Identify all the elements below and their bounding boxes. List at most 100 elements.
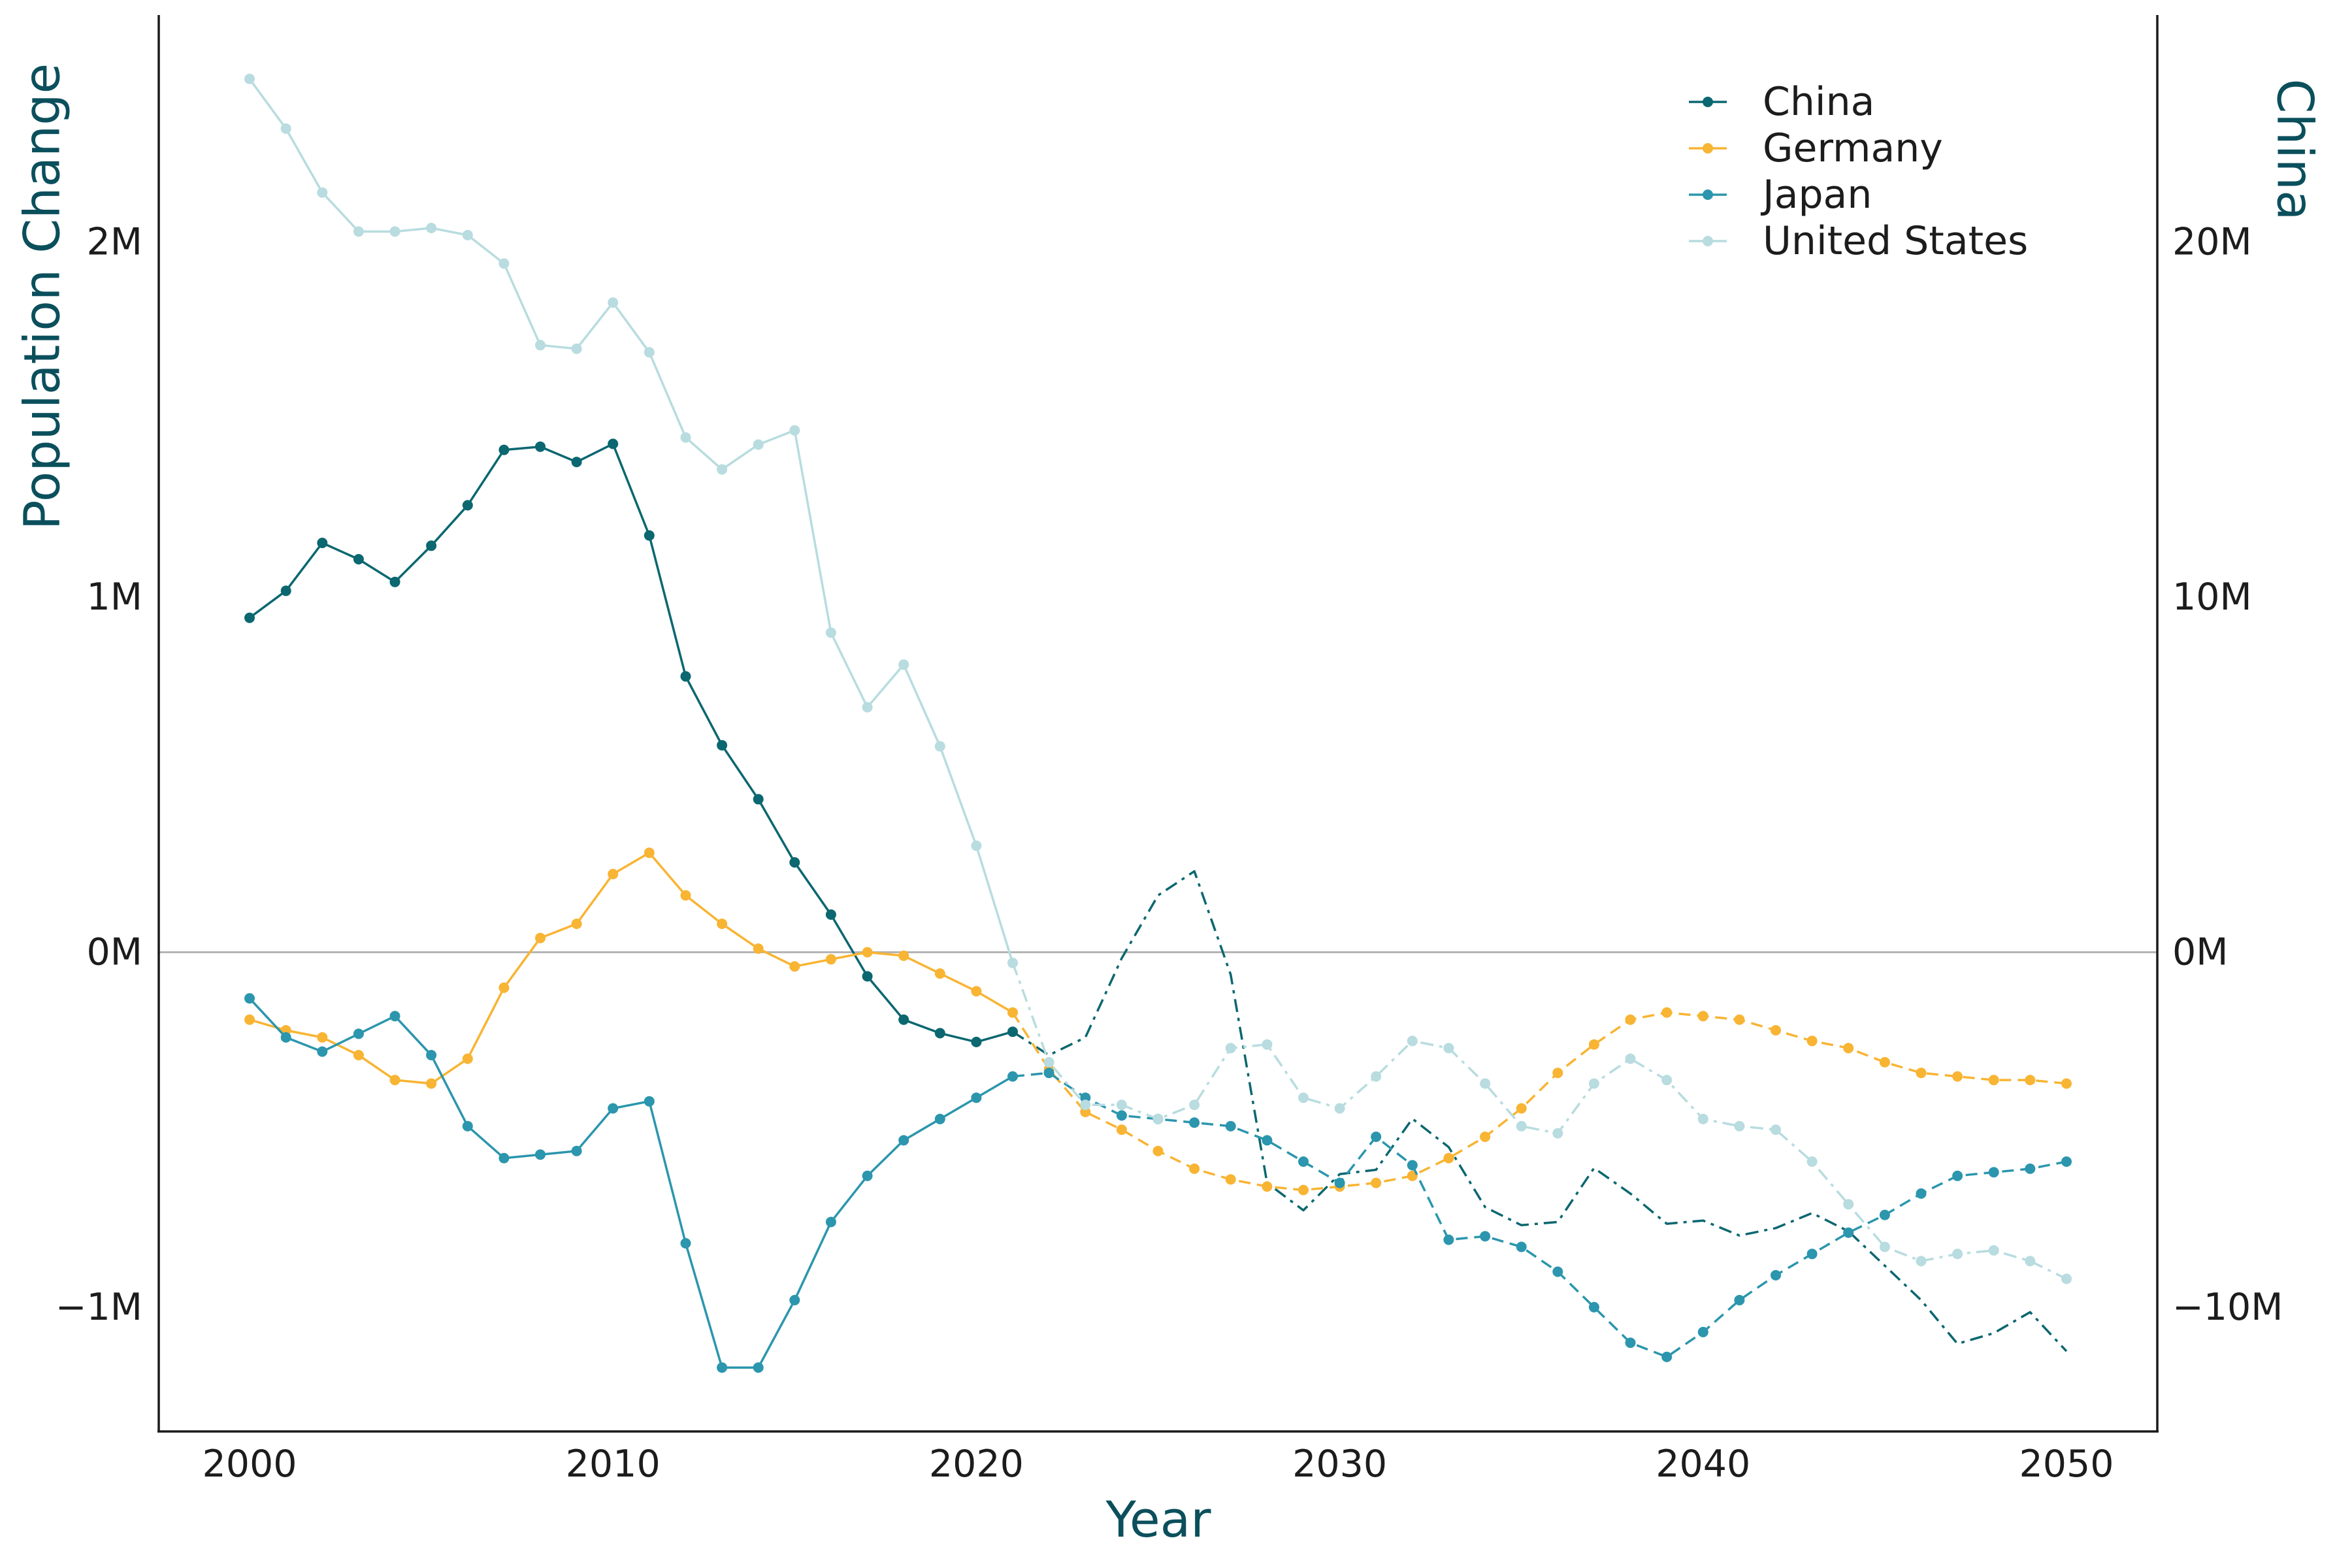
germany-point-2011 [644, 847, 655, 858]
y-tick-label: 2M [87, 221, 142, 264]
japan-point-2047 [1952, 1170, 1963, 1181]
united-states-point-2041 [1734, 1120, 1745, 1132]
japan-point-2050 [2061, 1156, 2072, 1167]
x-tick-label: 2030 [1292, 1443, 1387, 1486]
right-y-axis-tick-labels: −10M 0M 10M 20M [2172, 221, 2283, 1329]
japan-point-2006 [462, 1120, 473, 1132]
y2-tick-label: 20M [2172, 221, 2252, 264]
united-states-point-2004 [389, 226, 400, 237]
japan-point-2038 [1625, 1337, 1636, 1348]
united-states-line-historical [248, 78, 1014, 964]
japan-point-2043 [1806, 1249, 1818, 1260]
united-states-point-2023 [1080, 1100, 1091, 1111]
china-series [244, 438, 2068, 1352]
china-point-2004 [389, 576, 400, 587]
germany-point-2043 [1806, 1036, 1818, 1047]
united-states-point-2008 [535, 340, 546, 351]
japan-point-2040 [1697, 1326, 1708, 1337]
germany-point-2049 [2025, 1075, 2036, 1086]
japan-point-2017 [862, 1170, 873, 1181]
united-states-point-2025 [1152, 1113, 1164, 1124]
germany-point-2041 [1734, 1014, 1745, 1025]
united-states-point-2037 [1588, 1078, 1599, 1089]
united-states-point-2049 [2025, 1256, 2036, 1267]
germany-point-2029 [1298, 1184, 1309, 1196]
x-tick-label: 2000 [202, 1443, 297, 1486]
united-states-point-2002 [317, 187, 328, 198]
y-tick-label: 0M [87, 931, 142, 974]
x-tick-label: 2040 [1656, 1443, 1750, 1486]
legend-item-germany: Germany [1689, 125, 1943, 171]
china-point-2019 [934, 1028, 945, 1039]
y2-tick-label: −10M [2172, 1286, 2283, 1329]
united-states-point-2001 [280, 123, 291, 134]
japan-point-2012 [680, 1238, 691, 1249]
germany-point-2047 [1952, 1071, 1963, 1082]
germany-point-2019 [934, 968, 945, 979]
legend-swatch-marker [1703, 97, 1713, 107]
legend-item-china: China [1689, 79, 1874, 125]
japan-point-2035 [1516, 1241, 1527, 1252]
united-states-point-2014 [753, 439, 764, 450]
united-states-point-2006 [462, 229, 473, 240]
germany-point-2037 [1588, 1039, 1599, 1050]
united-states-point-2010 [608, 297, 619, 308]
legend-label-united-states: United States [1763, 218, 2028, 264]
united-states-point-2013 [717, 464, 728, 475]
united-states-point-2031 [1371, 1071, 1382, 1082]
china-point-2016 [825, 909, 836, 920]
united-states-point-2030 [1334, 1103, 1345, 1114]
united-states-series [244, 73, 2072, 1284]
germany-point-2048 [1988, 1075, 1999, 1086]
germany-point-2035 [1516, 1103, 1527, 1114]
japan-point-2028 [1262, 1135, 1273, 1146]
japan-point-2008 [535, 1149, 546, 1160]
japan-point-2036 [1552, 1266, 1563, 1277]
china-point-2017 [862, 971, 873, 982]
china-point-2000 [244, 612, 255, 623]
china-point-2005 [426, 540, 437, 551]
y-tick-label: −1M [56, 1286, 142, 1329]
united-states-point-2024 [1116, 1100, 1127, 1111]
united-states-point-2040 [1697, 1113, 1708, 1124]
united-states-point-2043 [1806, 1156, 1818, 1167]
japan-point-2026 [1189, 1117, 1200, 1128]
germany-point-2050 [2061, 1078, 2072, 1089]
china-point-2011 [644, 530, 655, 541]
germany-line-historical [249, 851, 1013, 1085]
germany-point-2039 [1661, 1007, 1673, 1018]
germany-point-2018 [898, 950, 909, 961]
japan-point-2010 [608, 1103, 619, 1114]
germany-point-2026 [1189, 1163, 1200, 1174]
united-states-point-2035 [1516, 1120, 1527, 1132]
japan-point-2003 [353, 1028, 364, 1039]
united-states-point-2017 [862, 702, 873, 713]
germany-point-2002 [317, 1032, 328, 1043]
united-states-point-2003 [353, 226, 364, 237]
japan-point-2016 [825, 1217, 836, 1228]
china-point-2001 [280, 585, 291, 596]
y-axis-title: Population Change [13, 63, 71, 530]
japan-point-2032 [1407, 1160, 1418, 1171]
germany-point-2006 [462, 1053, 473, 1064]
china-point-2009 [571, 457, 582, 468]
germany-point-2017 [862, 947, 873, 958]
x-tick-label: 2020 [929, 1443, 1024, 1486]
y2-tick-label: 0M [2172, 931, 2228, 974]
japan-point-2044 [1843, 1227, 1854, 1238]
japan-point-2024 [1116, 1110, 1127, 1121]
germany-point-2012 [680, 890, 691, 901]
x-axis-title: Year [1105, 1490, 1212, 1548]
united-states-point-2000 [244, 73, 255, 84]
legend-swatch-marker [1703, 189, 1713, 200]
germany-series [244, 847, 2072, 1196]
japan-point-2014 [753, 1362, 764, 1373]
japan-point-2011 [644, 1096, 655, 1107]
china-point-2002 [317, 538, 328, 548]
united-states-point-2005 [426, 223, 437, 233]
japan-point-2019 [934, 1113, 945, 1124]
united-states-point-2016 [825, 627, 836, 638]
united-states-point-2032 [1407, 1036, 1418, 1047]
legend: China Germany Japan United States [1689, 79, 2028, 264]
